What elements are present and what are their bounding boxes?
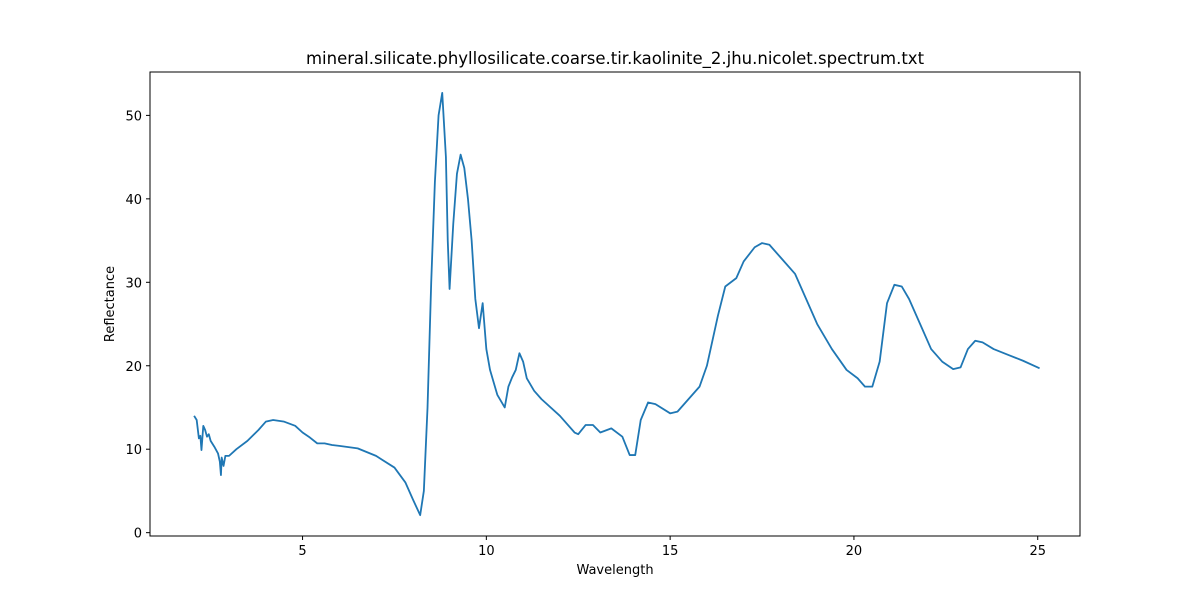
y-axis-label: Reflectance [103,266,118,342]
data-line [193,91,1040,517]
x-tick-label: 15 [662,544,679,559]
y-tick-label: 0 [134,527,142,542]
y-tick-label: 40 [125,193,142,208]
y-tick-label: 50 [125,109,142,124]
x-tick-label: 10 [478,544,495,559]
y-tick-label: 10 [125,443,142,458]
y-tick-label: 30 [125,276,142,291]
x-tick-label: 5 [298,544,306,559]
x-tick-label: 20 [846,544,863,559]
y-tick-label: 20 [125,360,142,375]
x-tick-label: 25 [1029,544,1046,559]
chart-title: mineral.silicate.phyllosilicate.coarse.t… [306,49,925,69]
plot-frame [149,71,1081,537]
x-axis-label: Wavelength [576,563,653,578]
